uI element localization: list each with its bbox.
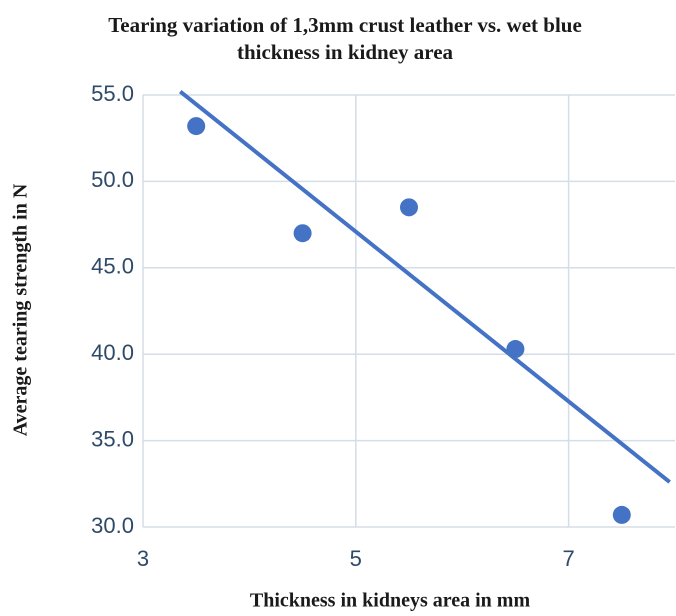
chart-title: thickness in kidney area — [237, 40, 454, 64]
chart-title: Tearing variation of 1,3mm crust leather… — [108, 13, 582, 37]
data-point — [612, 505, 631, 524]
y-tick-label: 45.0 — [91, 254, 134, 279]
x-tick-label: 5 — [350, 546, 362, 571]
x-tick-label: 7 — [562, 546, 574, 571]
y-tick-label: 40.0 — [91, 340, 134, 365]
y-tick-label: 55.0 — [91, 81, 134, 106]
data-point — [293, 224, 312, 243]
y-tick-label: 50.0 — [91, 167, 134, 192]
data-point — [187, 117, 206, 136]
y-tick-label: 30.0 — [91, 513, 134, 538]
x-tick-label: 3 — [137, 546, 149, 571]
data-point — [400, 198, 418, 217]
y-tick-label: 35.0 — [91, 426, 134, 451]
trend-line — [178, 89, 671, 484]
y-axis-title: Average tearing strength in N — [10, 183, 32, 436]
x-axis-title: Thickness in kidneys area in mm — [250, 590, 531, 612]
